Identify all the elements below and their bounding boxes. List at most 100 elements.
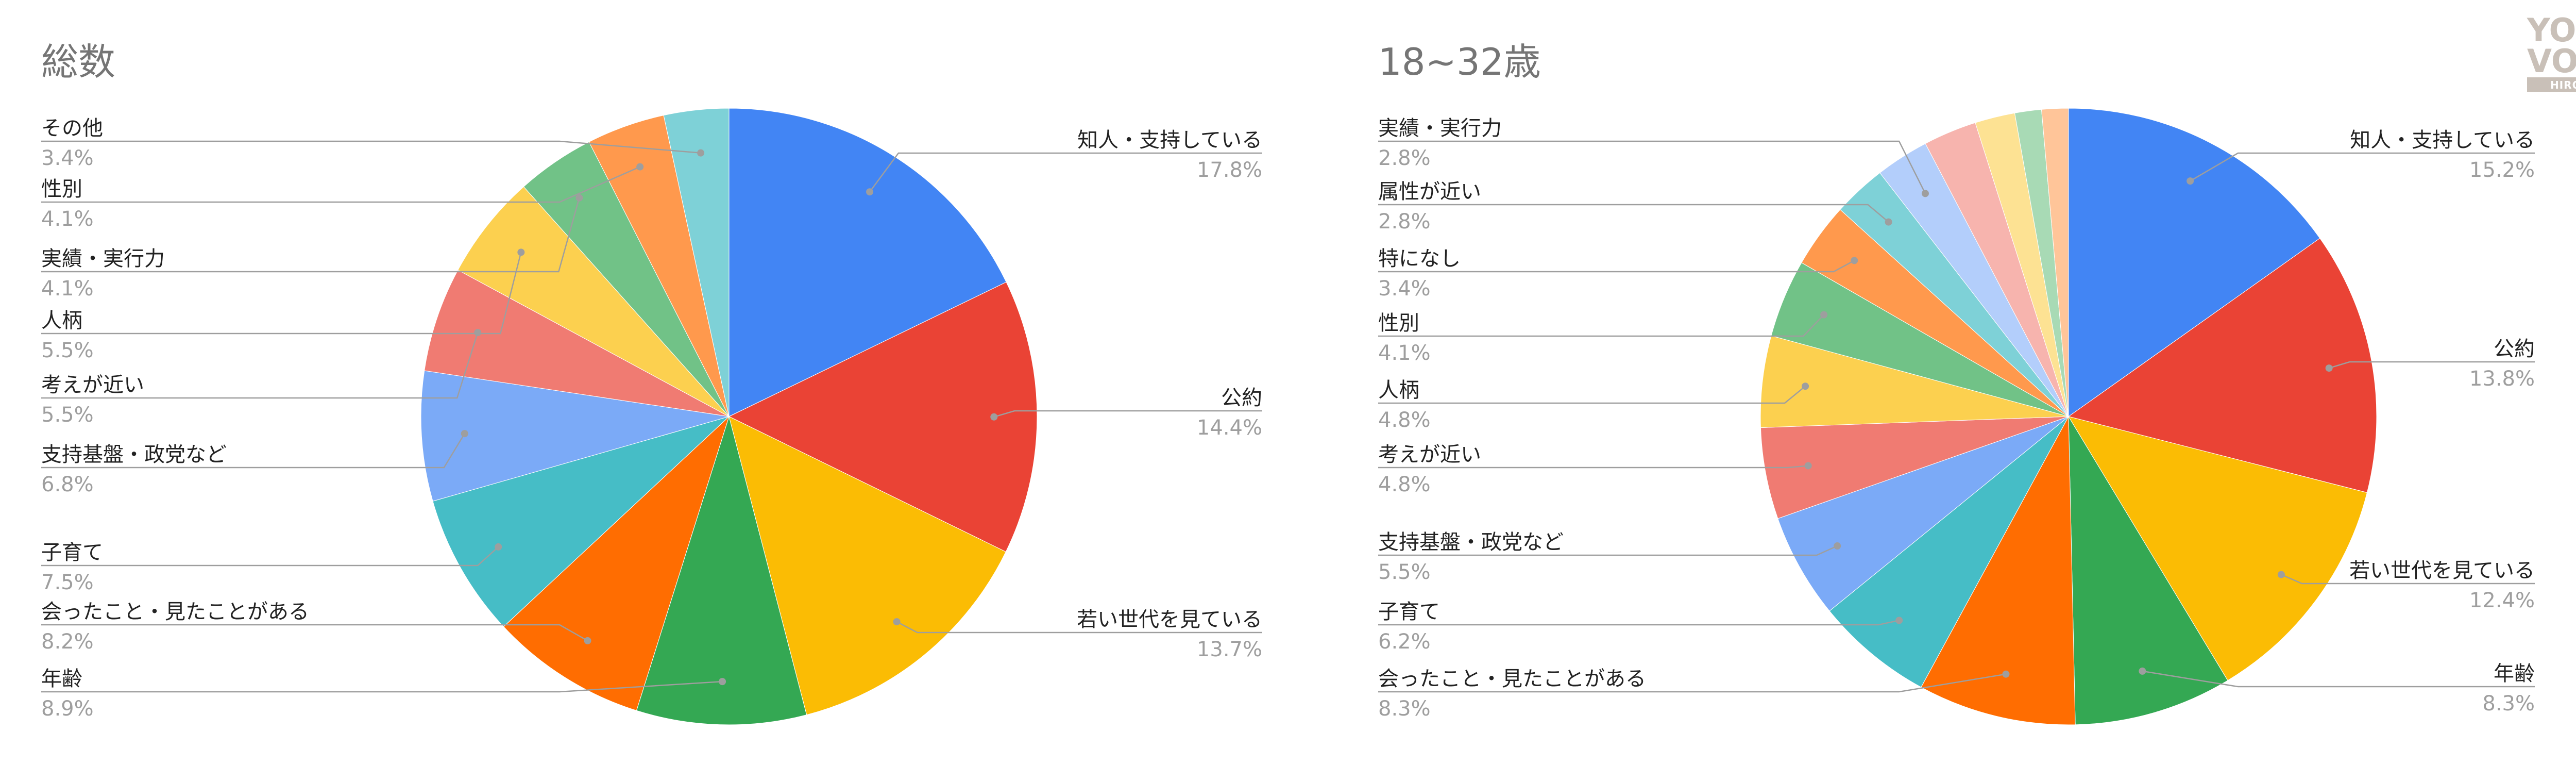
leader-line [1378, 314, 1824, 337]
slice-label: 若い世代を見ている [1077, 608, 1262, 631]
slice-label: 子育て [41, 541, 103, 564]
leader-dot [474, 329, 482, 337]
slice-percent: 6.8% [41, 473, 94, 496]
slice-percent: 5.5% [1378, 560, 1431, 584]
leader-dot [584, 637, 591, 644]
pie-slice [2041, 108, 2069, 417]
leader-dot [866, 188, 874, 196]
slice-label: 支持基盤・政党など [41, 443, 227, 467]
slice-label: 年齢 [41, 667, 82, 691]
slice-percent: 3.4% [1378, 277, 1431, 301]
slice-label: 性別 [1378, 311, 1419, 335]
leader-line [1378, 465, 1808, 469]
slice-label: 特になし [1378, 247, 1461, 271]
slice-percent: 2.8% [1378, 146, 1431, 170]
slice-label: 知人・支持している [2350, 128, 2535, 152]
slice-percent: 4.8% [1378, 473, 1431, 496]
leader-line [869, 152, 1262, 192]
leader-line [41, 624, 588, 642]
leader-line [2281, 574, 2535, 585]
leader-line [1378, 545, 1838, 556]
pie-slice [2068, 415, 2228, 725]
pie-slice [420, 370, 730, 502]
pie-slice [503, 415, 730, 711]
slice-label: 考えが近い [41, 373, 144, 397]
slice-label: 年齢 [2494, 662, 2535, 686]
leader-dot [495, 543, 502, 551]
leader-line [2142, 670, 2535, 688]
slice-percent: 17.8% [1197, 158, 1262, 182]
leader-dot [2002, 670, 2010, 678]
leader-dot [1802, 382, 1809, 390]
slice-label: 若い世代を見ている [2349, 559, 2535, 583]
slice-percent: 12.4% [2469, 589, 2535, 612]
leader-dot [2277, 571, 2285, 578]
leader-line [1378, 620, 1900, 626]
slice-percent: 5.5% [41, 339, 94, 362]
slice-percent: 7.5% [41, 571, 94, 594]
leader-line [1378, 673, 2006, 693]
slice-percent: 13.8% [2469, 367, 2535, 391]
leader-dot [461, 430, 468, 438]
slice-percent: 6.2% [1378, 630, 1431, 654]
leader-line [1378, 140, 1926, 194]
leader-dot [1885, 218, 1892, 226]
pie-slice [636, 415, 807, 725]
leader-dot [636, 163, 644, 171]
slice-label: 実績・実行力 [41, 247, 165, 271]
slice-label: その他 [41, 117, 103, 140]
slice-label: 会ったこと・見たことがある [1378, 667, 1646, 691]
slice-label: 実績・実行力 [1378, 117, 1502, 140]
pie-slice [728, 108, 1007, 417]
slice-label: 人柄 [41, 309, 82, 332]
logo-bar [2527, 77, 2576, 92]
leader-dot [1804, 462, 1812, 470]
slice-label: 考えが近い [1378, 443, 1481, 467]
slice-percent: 4.1% [41, 277, 94, 301]
logo-line2: VOTE [2527, 42, 2576, 80]
youth-vote-logo: YOUTH VOTE ! HIROSHIMA [2527, 11, 2576, 92]
slice-percent: 4.8% [1378, 408, 1431, 432]
slice-label: 属性が近い [1378, 180, 1481, 204]
leader-dot [1921, 190, 1929, 197]
pie-slice [2068, 108, 2320, 417]
slice-percent: 8.3% [1378, 697, 1431, 721]
chart-title: 18~32歳 [1378, 40, 1541, 84]
leader-line [1378, 386, 1806, 404]
slice-percent: 3.4% [41, 146, 94, 170]
leader-line [896, 621, 1262, 634]
pie-slice [2067, 238, 2377, 493]
pie-slice [663, 108, 730, 417]
pie-slice [728, 416, 1006, 716]
leader-dot [1834, 542, 1841, 550]
leader-line [41, 332, 479, 399]
chart-title: 総数 [41, 40, 115, 84]
pie-slice [1829, 416, 2069, 688]
slice-label: 公約 [2494, 337, 2535, 361]
leader-dot [697, 149, 705, 157]
leader-dot [575, 194, 583, 202]
leader-line [41, 197, 580, 273]
leader-line [2190, 152, 2535, 182]
slice-percent: 8.3% [2482, 692, 2535, 716]
slice-label: 子育て [1378, 600, 1440, 624]
pie-slice [432, 416, 730, 627]
pie-slice [728, 281, 1038, 553]
pie-slice [1760, 335, 2069, 428]
slice-percent: 4.1% [41, 207, 94, 231]
slice-label: 知人・支持している [1077, 128, 1262, 152]
slice-percent: 2.8% [1378, 210, 1431, 234]
leader-dot [1851, 257, 1858, 264]
pie-chart-total: 総数 知人・支持している 17.8% 公約 14.4% 若い世代を見ている 13.7% 年齢… [41, 40, 1262, 725]
slice-percent: 8.2% [41, 630, 94, 654]
pie-slice [1921, 415, 2076, 725]
pie-slice [2067, 416, 2368, 681]
leader-dot [1820, 311, 1828, 319]
slice-percent: 8.9% [41, 697, 94, 721]
leader-line [2329, 361, 2535, 369]
pie-slice [457, 186, 730, 417]
slice-percent: 5.5% [41, 403, 94, 427]
leader-line [41, 140, 701, 154]
leader-line [41, 680, 723, 693]
